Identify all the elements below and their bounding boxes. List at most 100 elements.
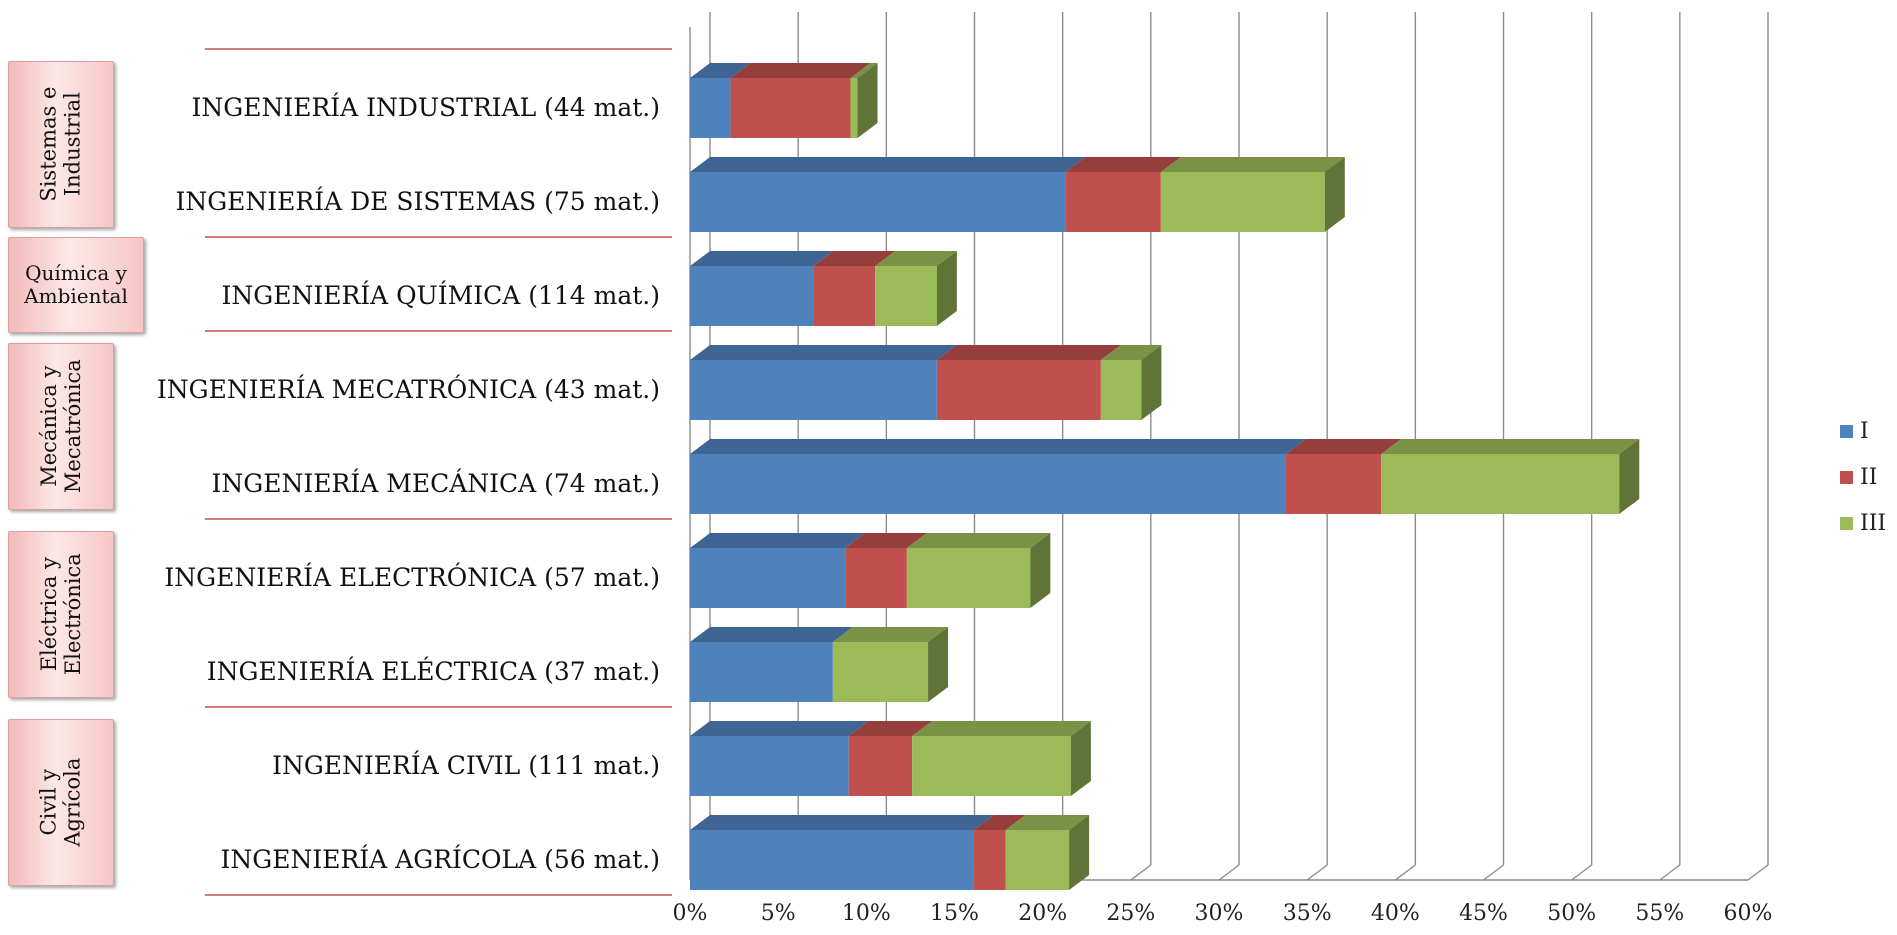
bar-ingenieria-industrial-44-mat-i bbox=[690, 78, 731, 138]
floor-line bbox=[1483, 864, 1504, 881]
bar-ingenieria-mecanica-74-mat-iii bbox=[1381, 454, 1620, 514]
bar-ingenieria-de-sistemas-75-mat-i bbox=[690, 172, 1066, 232]
bar-ingenieria-electronica-57-mat-iii bbox=[906, 548, 1031, 608]
bar-ingenieria-de-sistemas-75-mat-i-top bbox=[690, 157, 1086, 172]
x-tick-label: 10% bbox=[842, 901, 891, 926]
bar-ingenieria-electrica-37-mat-iii bbox=[832, 642, 929, 702]
bar-ingenieria-agricola-56-mat-iii bbox=[1005, 830, 1070, 890]
group-label: Mecánica y Mecatrónica bbox=[36, 359, 86, 493]
bar-ingenieria-mecanica-74-mat-i-top bbox=[690, 439, 1307, 454]
bar-ingenieria-quimica-114-mat-iii-top bbox=[875, 251, 957, 266]
bar-side-ingenieria-electrica-37-mat bbox=[928, 627, 949, 702]
bar-ingenieria-mecatronica-43-mat-iii-top bbox=[1100, 345, 1162, 360]
bar-ingenieria-civil-111-mat-iii-top bbox=[912, 721, 1091, 736]
x-tick-label: 35% bbox=[1283, 901, 1332, 926]
bar-ingenieria-civil-111-mat-ii-top bbox=[848, 721, 933, 736]
grid-layer bbox=[689, 12, 1769, 881]
bar-ingenieria-civil-111-mat-iii bbox=[912, 736, 1071, 796]
legend-swatch-iii bbox=[1840, 516, 1853, 530]
x-tick-label: 5% bbox=[761, 901, 796, 926]
group-box-civil-y-agricola: Civil y Agrícola bbox=[8, 718, 114, 886]
group-box-electrica-y-electronica: Eléctrica y Electrónica bbox=[8, 530, 114, 698]
bar-ingenieria-mecatronica-43-mat-i bbox=[690, 360, 937, 420]
bar-side-ingenieria-civil-111-mat bbox=[1070, 721, 1091, 796]
bar-side-ingenieria-agricola-56-mat bbox=[1069, 815, 1090, 890]
category-label: INGENIERÍA AGRÍCOLA (56 mat.) bbox=[221, 845, 661, 874]
legend: I II III bbox=[1840, 408, 1886, 546]
bar-ingenieria-industrial-44-mat-iii-top bbox=[850, 63, 878, 78]
bar-ingenieria-de-sistemas-75-mat-iii-top bbox=[1160, 157, 1345, 172]
bar-ingenieria-electrica-37-mat-i bbox=[690, 642, 833, 702]
legend-label-ii: II bbox=[1860, 464, 1878, 490]
category-label: INGENIERÍA CIVIL (111 mat.) bbox=[272, 751, 660, 780]
bar-ingenieria-agricola-56-mat-i bbox=[690, 830, 974, 890]
bar-side-ingenieria-mecanica-74-mat bbox=[1619, 439, 1640, 514]
bar-ingenieria-quimica-114-mat-iii bbox=[875, 266, 937, 326]
group-label: Civil y Agrícola bbox=[36, 757, 85, 847]
floor-line bbox=[1571, 864, 1593, 881]
floor-line bbox=[1747, 864, 1769, 881]
x-tick-label: 0% bbox=[673, 901, 708, 926]
floor-line bbox=[1306, 864, 1328, 881]
group-label: Eléctrica y Electrónica bbox=[36, 553, 86, 675]
legend-label-iii: III bbox=[1860, 510, 1887, 536]
bar-ingenieria-mecanica-74-mat-ii-top bbox=[1286, 439, 1402, 454]
bar-ingenieria-quimica-114-mat-i-top bbox=[690, 251, 834, 266]
bar-ingenieria-industrial-44-mat-i-top bbox=[690, 63, 751, 78]
legend-item-iii: III bbox=[1840, 500, 1886, 546]
floor-line bbox=[1218, 864, 1240, 881]
bar-ingenieria-mecatronica-43-mat-ii-top bbox=[936, 345, 1121, 360]
floor-line bbox=[1130, 864, 1152, 881]
x-tick-label: 30% bbox=[1195, 901, 1244, 926]
category-label: INGENIERÍA DE SISTEMAS (75 mat.) bbox=[175, 187, 660, 216]
x-axis-tick-labels: 0% 5% 10% 15% 20% 25% 30% 35% 40% 45% 50% 55% 60% bbox=[673, 901, 1773, 926]
bars-layer bbox=[690, 63, 1640, 890]
bar-ingenieria-de-sistemas-75-mat-ii bbox=[1065, 172, 1161, 232]
legend-swatch-i bbox=[1840, 424, 1853, 438]
bar-side-ingenieria-mecatronica-43-mat bbox=[1141, 345, 1162, 420]
bar-ingenieria-quimica-114-mat-ii bbox=[813, 266, 876, 326]
bar-ingenieria-quimica-114-mat-ii-top bbox=[813, 251, 896, 266]
bar-ingenieria-mecanica-74-mat-i bbox=[690, 454, 1287, 514]
bar-ingenieria-de-sistemas-75-mat-iii bbox=[1160, 172, 1325, 232]
category-label: INGENIERÍA ELÉCTRICA (37 mat.) bbox=[207, 657, 660, 686]
group-box-quimica-y-ambiental: Química y Ambiental bbox=[8, 237, 144, 333]
bar-ingenieria-electronica-57-mat-ii bbox=[845, 548, 907, 608]
x-tick-label: 45% bbox=[1459, 901, 1508, 926]
bar-ingenieria-agricola-56-mat-i-top bbox=[690, 815, 994, 830]
bar-ingenieria-civil-111-mat-i-top bbox=[690, 721, 869, 736]
group-separators bbox=[205, 48, 672, 896]
bar-ingenieria-agricola-56-mat-ii bbox=[973, 830, 1006, 890]
bar-ingenieria-electronica-57-mat-i bbox=[690, 548, 846, 608]
bar-ingenieria-mecatronica-43-mat-i-top bbox=[690, 345, 957, 360]
x-tick-label: 20% bbox=[1018, 901, 1067, 926]
group-label: Sistemas e Industrial bbox=[36, 86, 85, 202]
legend-item-ii: II bbox=[1840, 454, 1886, 500]
category-label: INGENIERÍA MECÁNICA (74 mat.) bbox=[212, 469, 660, 498]
x-tick-label: 55% bbox=[1635, 901, 1684, 926]
category-label: INGENIERÍA MECATRÓNICA (43 mat.) bbox=[157, 375, 660, 404]
bar-ingenieria-mecatronica-43-mat-iii bbox=[1100, 360, 1142, 420]
bar-ingenieria-electronica-57-mat-ii-top bbox=[845, 533, 927, 548]
legend-item-i: I bbox=[1840, 408, 1886, 454]
floor-line bbox=[1659, 864, 1681, 881]
floor-line bbox=[1394, 864, 1416, 881]
bar-side-ingenieria-industrial-44-mat bbox=[857, 63, 878, 138]
category-label: INGENIERÍA ELECTRÓNICA (57 mat.) bbox=[164, 563, 660, 592]
x-tick-label: 50% bbox=[1547, 901, 1596, 926]
legend-swatch-ii bbox=[1840, 470, 1853, 484]
bar-ingenieria-electrica-37-mat-i-top bbox=[690, 627, 853, 642]
category-label: INGENIERÍA QUÍMICA (114 mat.) bbox=[222, 281, 661, 310]
bar-ingenieria-industrial-44-mat-ii-top bbox=[730, 63, 871, 78]
x-tick-label: 60% bbox=[1724, 901, 1773, 926]
group-box-sistemas-e-industrial: Sistemas e Industrial bbox=[8, 60, 114, 228]
bar-side-ingenieria-de-sistemas-75-mat bbox=[1324, 157, 1345, 232]
bar-ingenieria-electrica-37-mat-iii-top bbox=[832, 627, 949, 642]
x-tick-label: 40% bbox=[1371, 901, 1420, 926]
x-tick-label: 15% bbox=[930, 901, 979, 926]
group-label: Química y Ambiental bbox=[24, 261, 128, 308]
legend-label-i: I bbox=[1860, 418, 1869, 444]
bar-side-ingenieria-quimica-114-mat bbox=[936, 251, 957, 326]
bar-ingenieria-agricola-56-mat-ii-top bbox=[973, 815, 1026, 830]
